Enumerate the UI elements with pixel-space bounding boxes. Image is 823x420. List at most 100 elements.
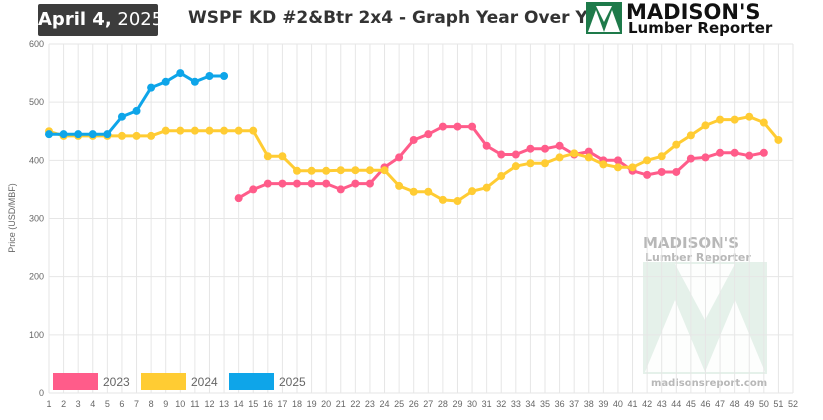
- series-2025: [45, 69, 229, 139]
- x-tick-label: 48: [730, 399, 740, 409]
- grid: [48, 43, 794, 394]
- legend-label: 2025: [279, 375, 306, 389]
- x-tick-label: 37: [569, 399, 579, 409]
- legend-item-2023[interactable]: 2023: [53, 373, 130, 390]
- data-point-2024: [365, 166, 374, 175]
- legend-item-2024[interactable]: 2024: [141, 373, 218, 390]
- data-point-2024: [395, 181, 404, 190]
- y-tick-label: 600: [29, 39, 44, 49]
- data-point-2024: [570, 149, 579, 158]
- watermark-brand-subtitle: Lumber Reporter: [645, 251, 751, 264]
- data-point-2023: [541, 144, 549, 153]
- data-point-2025: [103, 130, 112, 139]
- data-point-2024: [380, 166, 389, 175]
- y-tick-label: 200: [29, 272, 44, 282]
- data-point-2024: [453, 197, 462, 206]
- watermark-tree-icon: [645, 300, 705, 372]
- legend-swatch: [229, 373, 274, 390]
- data-point-2023: [526, 144, 535, 153]
- data-point-2024: [322, 166, 331, 175]
- date-badge: April 4, 2025: [38, 4, 163, 36]
- data-point-2024: [482, 183, 491, 192]
- x-tick-label: 27: [423, 399, 433, 409]
- x-tick-label: 18: [292, 399, 302, 409]
- x-tick-label: 10: [175, 399, 185, 409]
- x-tick-label: 28: [438, 399, 448, 409]
- x-tick-label: 21: [336, 399, 346, 409]
- watermark-url: madisonsreport.com: [651, 378, 767, 389]
- legend-label: 2023: [103, 375, 130, 389]
- data-point-2023: [511, 150, 520, 159]
- data-point-2024: [511, 162, 520, 171]
- data-point-2024: [599, 160, 608, 169]
- data-point-2025: [176, 69, 185, 78]
- x-tick-label: 19: [307, 399, 317, 409]
- data-point-2024: [541, 159, 549, 168]
- data-point-2023: [686, 154, 695, 163]
- data-point-2023: [701, 153, 710, 162]
- data-point-2025: [45, 130, 53, 139]
- data-point-2023: [453, 122, 462, 131]
- data-point-2024: [132, 131, 141, 140]
- data-point-2024: [628, 163, 637, 172]
- data-point-2024: [293, 166, 301, 175]
- chart-title: WSPF KD #2&Btr 2x4 - Graph Year Over Yea…: [188, 8, 618, 28]
- data-point-2024: [657, 152, 666, 161]
- x-tick-label: 12: [204, 399, 214, 409]
- data-point-2025: [117, 112, 126, 121]
- x-tick-label: 41: [628, 399, 638, 409]
- data-point-2023: [438, 122, 447, 131]
- data-point-2023: [278, 179, 287, 188]
- x-tick-label: 1: [46, 399, 51, 409]
- data-point-2025: [74, 130, 83, 139]
- data-point-2023: [249, 185, 258, 194]
- x-tick-label: 39: [598, 399, 608, 409]
- legend-item-2025[interactable]: 2025: [229, 373, 306, 390]
- data-point-2025: [190, 77, 199, 86]
- data-point-2024: [351, 166, 360, 175]
- data-point-2023: [716, 148, 725, 157]
- x-tick-label: 36: [555, 399, 565, 409]
- data-point-2024: [117, 131, 126, 140]
- data-point-2023: [234, 194, 243, 203]
- x-tick-label: 11: [190, 399, 199, 409]
- x-tick-label: 9: [163, 399, 168, 409]
- brand-subtitle: Lumber Reporter: [628, 19, 773, 37]
- data-point-2024: [176, 126, 185, 135]
- x-tick-label: 33: [511, 399, 521, 409]
- data-point-2023: [643, 170, 652, 179]
- x-tick-label: 42: [642, 399, 652, 409]
- date-month-day: April 4,: [38, 9, 112, 30]
- data-point-2024: [263, 152, 272, 161]
- x-tick-label: 44: [671, 399, 681, 409]
- data-point-2024: [716, 115, 725, 124]
- x-tick-label: 35: [540, 399, 550, 409]
- data-point-2024: [336, 166, 345, 175]
- data-point-2024: [643, 156, 652, 165]
- x-tick-label: 52: [788, 399, 798, 409]
- x-tick-label: 25: [394, 399, 404, 409]
- data-point-2023: [759, 148, 768, 157]
- data-point-2023: [395, 153, 404, 162]
- x-tick-label: 3: [76, 399, 81, 409]
- x-tick-label: 5: [105, 399, 110, 409]
- date-year: 2025: [117, 9, 164, 30]
- x-tick-label: 49: [744, 399, 754, 409]
- x-tick-label: 20: [321, 399, 331, 409]
- legend-swatch: [53, 373, 98, 390]
- data-point-2023: [672, 167, 681, 176]
- legend-label: 2024: [191, 375, 218, 389]
- y-tick-label: 400: [29, 155, 44, 165]
- data-point-2023: [322, 179, 331, 188]
- data-point-2024: [220, 126, 229, 135]
- data-point-2024: [147, 131, 156, 140]
- data-point-2023: [409, 135, 418, 144]
- data-point-2025: [147, 83, 156, 92]
- data-point-2024: [424, 187, 433, 196]
- data-point-2023: [730, 148, 739, 157]
- data-point-2024: [190, 126, 199, 135]
- y-tick-label: 300: [29, 214, 44, 224]
- data-point-2023: [424, 130, 433, 139]
- y-axis-title: Price (USD/MBF): [7, 183, 17, 253]
- data-point-2024: [468, 187, 477, 196]
